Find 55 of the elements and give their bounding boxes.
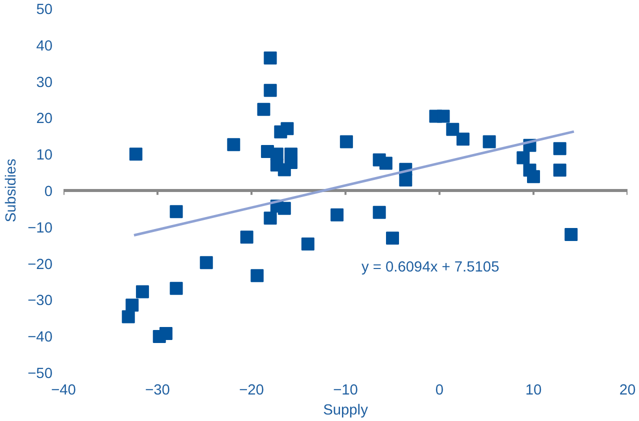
point — [482, 135, 496, 148]
point — [527, 170, 540, 184]
x-tick-label: 10 — [525, 382, 542, 398]
point — [122, 310, 135, 324]
y-tick-label: 30 — [36, 74, 53, 91]
point — [152, 330, 166, 343]
point — [257, 102, 270, 116]
point — [564, 228, 578, 242]
y-tick-label: −50 — [28, 366, 53, 382]
annotation: y = 0.6094x + 7.5105 — [362, 260, 500, 276]
point — [264, 84, 277, 97]
point — [340, 135, 353, 148]
point — [553, 142, 566, 156]
point — [227, 138, 240, 152]
point — [126, 298, 139, 312]
x-tick-label: −10 — [333, 382, 358, 398]
y-axis-title: Subsidies — [4, 158, 20, 222]
point — [446, 122, 460, 136]
y-tick-label: 50 — [36, 2, 53, 18]
x-tick-label: −40 — [51, 382, 76, 398]
point — [372, 206, 386, 219]
point — [250, 269, 264, 282]
point — [170, 282, 183, 295]
point — [516, 151, 530, 164]
point — [170, 205, 183, 218]
point — [264, 52, 277, 65]
point — [278, 163, 291, 176]
point — [553, 164, 566, 177]
point — [129, 148, 142, 161]
point — [301, 238, 314, 251]
point — [436, 110, 450, 123]
point — [379, 156, 392, 170]
y-tick-label: 20 — [36, 111, 53, 128]
x-tick-label: 0 — [435, 382, 444, 398]
y-tick-label: −30 — [28, 293, 53, 310]
point — [278, 202, 291, 215]
x-tick-label: 20 — [619, 382, 636, 398]
point — [136, 285, 149, 298]
point — [386, 232, 399, 245]
x-tick-label: −30 — [145, 382, 170, 398]
point — [330, 208, 344, 222]
y-tick-label: −40 — [28, 330, 53, 346]
point — [200, 256, 213, 270]
y-tick-label: −10 — [28, 220, 53, 236]
y-tick-label: 40 — [36, 38, 53, 54]
point — [456, 132, 470, 146]
point — [274, 125, 288, 138]
point — [240, 230, 254, 244]
point — [399, 173, 412, 186]
x-tick-label: −20 — [239, 382, 264, 398]
y-tick-label: −20 — [28, 256, 53, 273]
point — [264, 212, 277, 225]
x-axis-title: Supply — [323, 402, 369, 418]
y-tick-label: 10 — [36, 148, 53, 164]
y-tick-label: 0 — [44, 184, 53, 200]
